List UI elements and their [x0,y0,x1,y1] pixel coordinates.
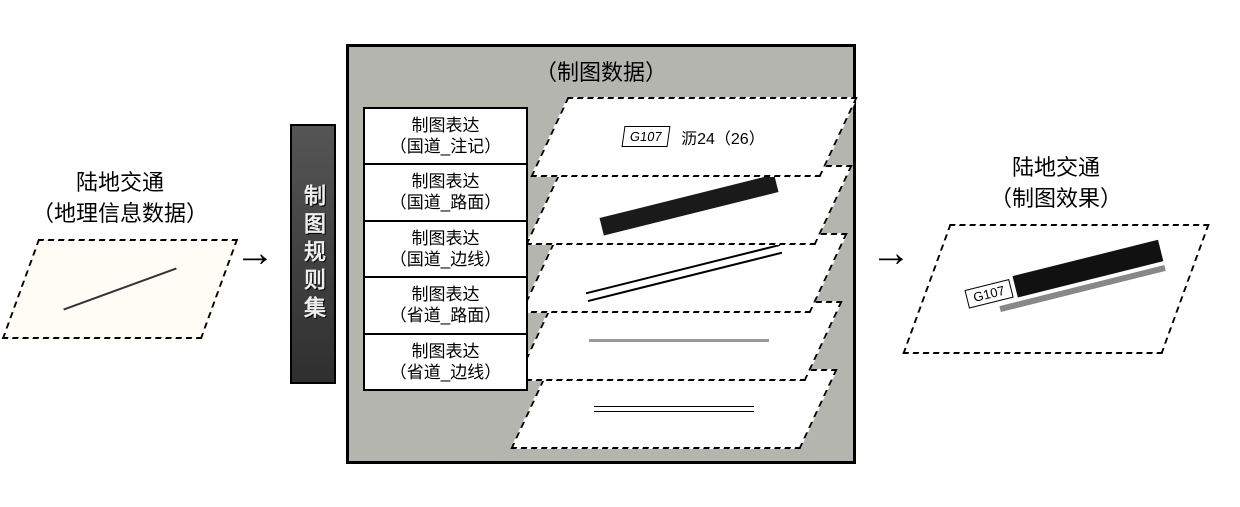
rule-item-3: 制图表达 （国道_边线） [363,220,528,279]
diagram-root: 陆地交通 （地理信息数据） → 制图规则集 （制图数据） 制图表达 （国道_注记… [20,20,1220,487]
rule-set-bar: 制图规则集 [290,124,336,384]
rule-5-line2: （省道_边线） [390,363,501,382]
layer-stack: G107 沥24（26） [519,97,849,457]
layer-4-line [589,339,769,342]
center-panel: （制图数据） 制图表达 （国道_注记） 制图表达 （国道_路面） 制图表达 （国… [346,44,856,464]
left-title-line1: 陆地交通 [76,170,164,195]
left-input-block: 陆地交通 （地理信息数据） [20,168,220,340]
layer-3-lines [586,243,782,301]
rule-3-line1: 制图表达 [412,229,480,248]
rule-3-line2: （国道_边线） [390,250,501,269]
right-title-line1: 陆地交通 [1012,155,1100,180]
right-title: 陆地交通 （制图效果） [990,153,1122,215]
rule-item-4: 制图表达 （省道_路面） [363,276,528,335]
rule-list: 制图表达 （国道_注记） 制图表达 （国道_路面） 制图表达 （国道_边线） 制… [363,107,528,390]
rule-2-line2: （国道_路面） [390,193,501,212]
left-title: 陆地交通 （地理信息数据） [32,168,208,230]
layer-5-lines [594,406,754,412]
road-combo: G107 [969,241,1153,287]
right-title-line2: （制图效果） [990,186,1122,211]
rule-2-line1: 制图表达 [412,172,480,191]
left-road-line [63,268,176,311]
right-output-block: 陆地交通 （制图效果） G107 [926,153,1186,355]
layer-2-bar [599,174,778,235]
layer-annotation: G107 沥24（26） [549,97,839,177]
right-shape-inner: G107 [926,224,1186,354]
right-result-shape: G107 [926,224,1186,354]
rule-set-text: 制图规则集 [297,184,329,324]
rule-item-1: 制图表达 （国道_注记） [363,107,528,166]
rule-item-5: 制图表达 （省道_边线） [363,333,528,392]
left-shape-inner [20,239,220,339]
left-data-shape [20,239,220,339]
center-title: （制图数据） [349,55,853,87]
rule-4-line2: （省道_路面） [390,306,501,325]
rule-4-line1: 制图表达 [412,285,480,304]
rule-1-line2: （国道_注记） [390,137,501,156]
arrow-2: → [866,231,916,276]
left-title-line2: （地理信息数据） [32,201,208,226]
layer-1-content: G107 沥24（26） [549,97,839,177]
layer-1-badge: G107 [622,126,671,147]
rule-1-line1: 制图表达 [412,116,480,135]
arrow-1: → [230,231,280,276]
rule-5-line1: 制图表达 [412,342,480,361]
layer-1-text: 沥24（26） [681,125,765,149]
rule-item-2: 制图表达 （国道_路面） [363,163,528,222]
